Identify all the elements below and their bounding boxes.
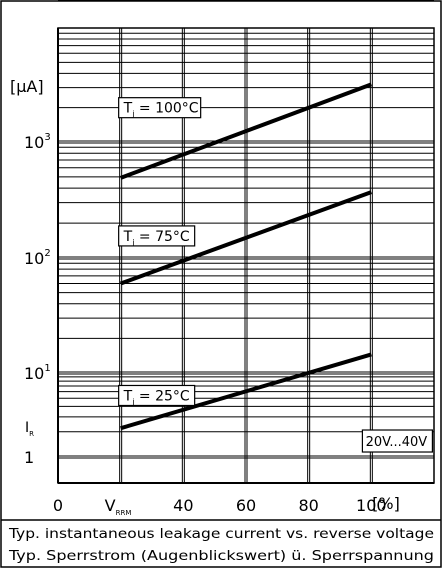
y-tick-base: 10: [24, 133, 44, 152]
y-symbol-sub: R: [29, 430, 34, 438]
y-tick-exp: 3: [44, 132, 50, 143]
y-tick-base: 10: [24, 0, 44, 4]
series-label-box-2: [118, 384, 196, 407]
y-tick-label: 103: [24, 132, 51, 152]
x-label-sub: RRM: [116, 509, 132, 517]
annotation-text: 20V...40V: [366, 435, 428, 450]
y-tick-label: 104: [24, 0, 51, 4]
series-line-1: [120, 190, 372, 286]
y-unit-label: [µA]: [10, 77, 44, 96]
y-tick-exp: 1: [44, 363, 50, 374]
series-label-box-0: [118, 97, 202, 119]
series-label-main: T: [123, 101, 133, 117]
x-tick-label: 80: [298, 496, 318, 515]
series-label-1: Tj = 75°C: [123, 229, 190, 247]
series-label-rest: = 100°C: [134, 101, 198, 117]
grid-layer: [58, 0, 434, 483]
series-label-0: Tj = 100°C: [123, 101, 199, 119]
x-tick-label: 40: [173, 496, 193, 515]
y-tick-base: 1: [24, 448, 34, 467]
y-axis-symbol: IR: [25, 420, 34, 438]
x-tick-label: 60: [236, 496, 256, 515]
x-label-main: V: [105, 496, 116, 515]
caption-line: Typ. instantaneous leakage current vs. r…: [8, 526, 434, 542]
series-layer: [120, 82, 372, 431]
series-label-rest: = 25°C: [134, 388, 189, 404]
series-label-sub: j: [131, 397, 134, 406]
y-tick-label: 102: [24, 248, 51, 268]
series-line-0: [120, 82, 372, 180]
x-tick-label: 100: [356, 496, 387, 515]
series-label-sub: j: [131, 110, 134, 119]
y-tick-label: 101: [24, 363, 51, 383]
y-tick-base: 10: [24, 364, 44, 383]
x-unit-label: [%]: [372, 494, 400, 513]
series-label-sub: j: [131, 238, 134, 247]
x-tick-label: 0: [53, 496, 63, 515]
series-label-2: Tj = 25°C: [123, 388, 190, 406]
annotation-box: [361, 429, 433, 453]
y-symbol-main: I: [25, 420, 29, 436]
series-label-main: T: [123, 229, 133, 245]
series-line-2: [120, 352, 372, 431]
series-label-main: T: [123, 388, 133, 404]
series-label-box-1: [118, 225, 196, 247]
plot-border: [57, 27, 435, 484]
series-label-rest: = 75°C: [134, 229, 189, 245]
x-axis-label: VRRM: [105, 496, 132, 517]
y-tick-base: 10: [24, 249, 44, 268]
y-tick-exp: 2: [44, 248, 50, 259]
y-tick-label: 1: [24, 448, 34, 467]
caption-line: Typ. Sperrstrom (Augenblickswert) ü. Spe…: [8, 548, 434, 564]
